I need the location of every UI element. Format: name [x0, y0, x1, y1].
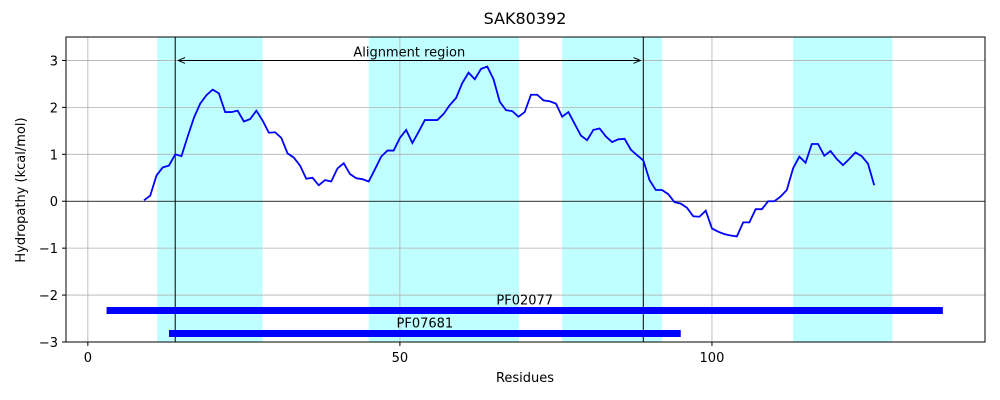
- shaded-region: [368, 37, 520, 342]
- annotation-text: Alignment region: [353, 45, 465, 60]
- y-tick-label: 0: [50, 195, 58, 210]
- domain-label: PF02077: [496, 294, 553, 309]
- x-tick-label: 100: [700, 351, 725, 366]
- y-tick-label: 1: [50, 148, 58, 163]
- plot-frame: [65, 36, 986, 343]
- domain-label: PF07681: [397, 317, 454, 332]
- y-tick-label: −2: [39, 289, 58, 304]
- shaded-region: [562, 37, 663, 342]
- y-tick-label: −1: [39, 242, 58, 257]
- x-tick-label: 50: [392, 351, 409, 366]
- shaded-region: [157, 37, 263, 342]
- y-tick-label: −3: [39, 336, 58, 351]
- chart-title: SAK80392: [484, 9, 567, 28]
- shaded-region: [793, 37, 893, 342]
- y-tick-label: 3: [50, 54, 58, 69]
- y-tick-label: 2: [50, 101, 58, 116]
- hydropathy-line: [143, 65, 876, 238]
- x-axis-label: Residues: [496, 371, 554, 386]
- x-tick-label: 0: [84, 351, 92, 366]
- y-axis-label: Hydropathy (kcal/mol): [14, 117, 29, 262]
